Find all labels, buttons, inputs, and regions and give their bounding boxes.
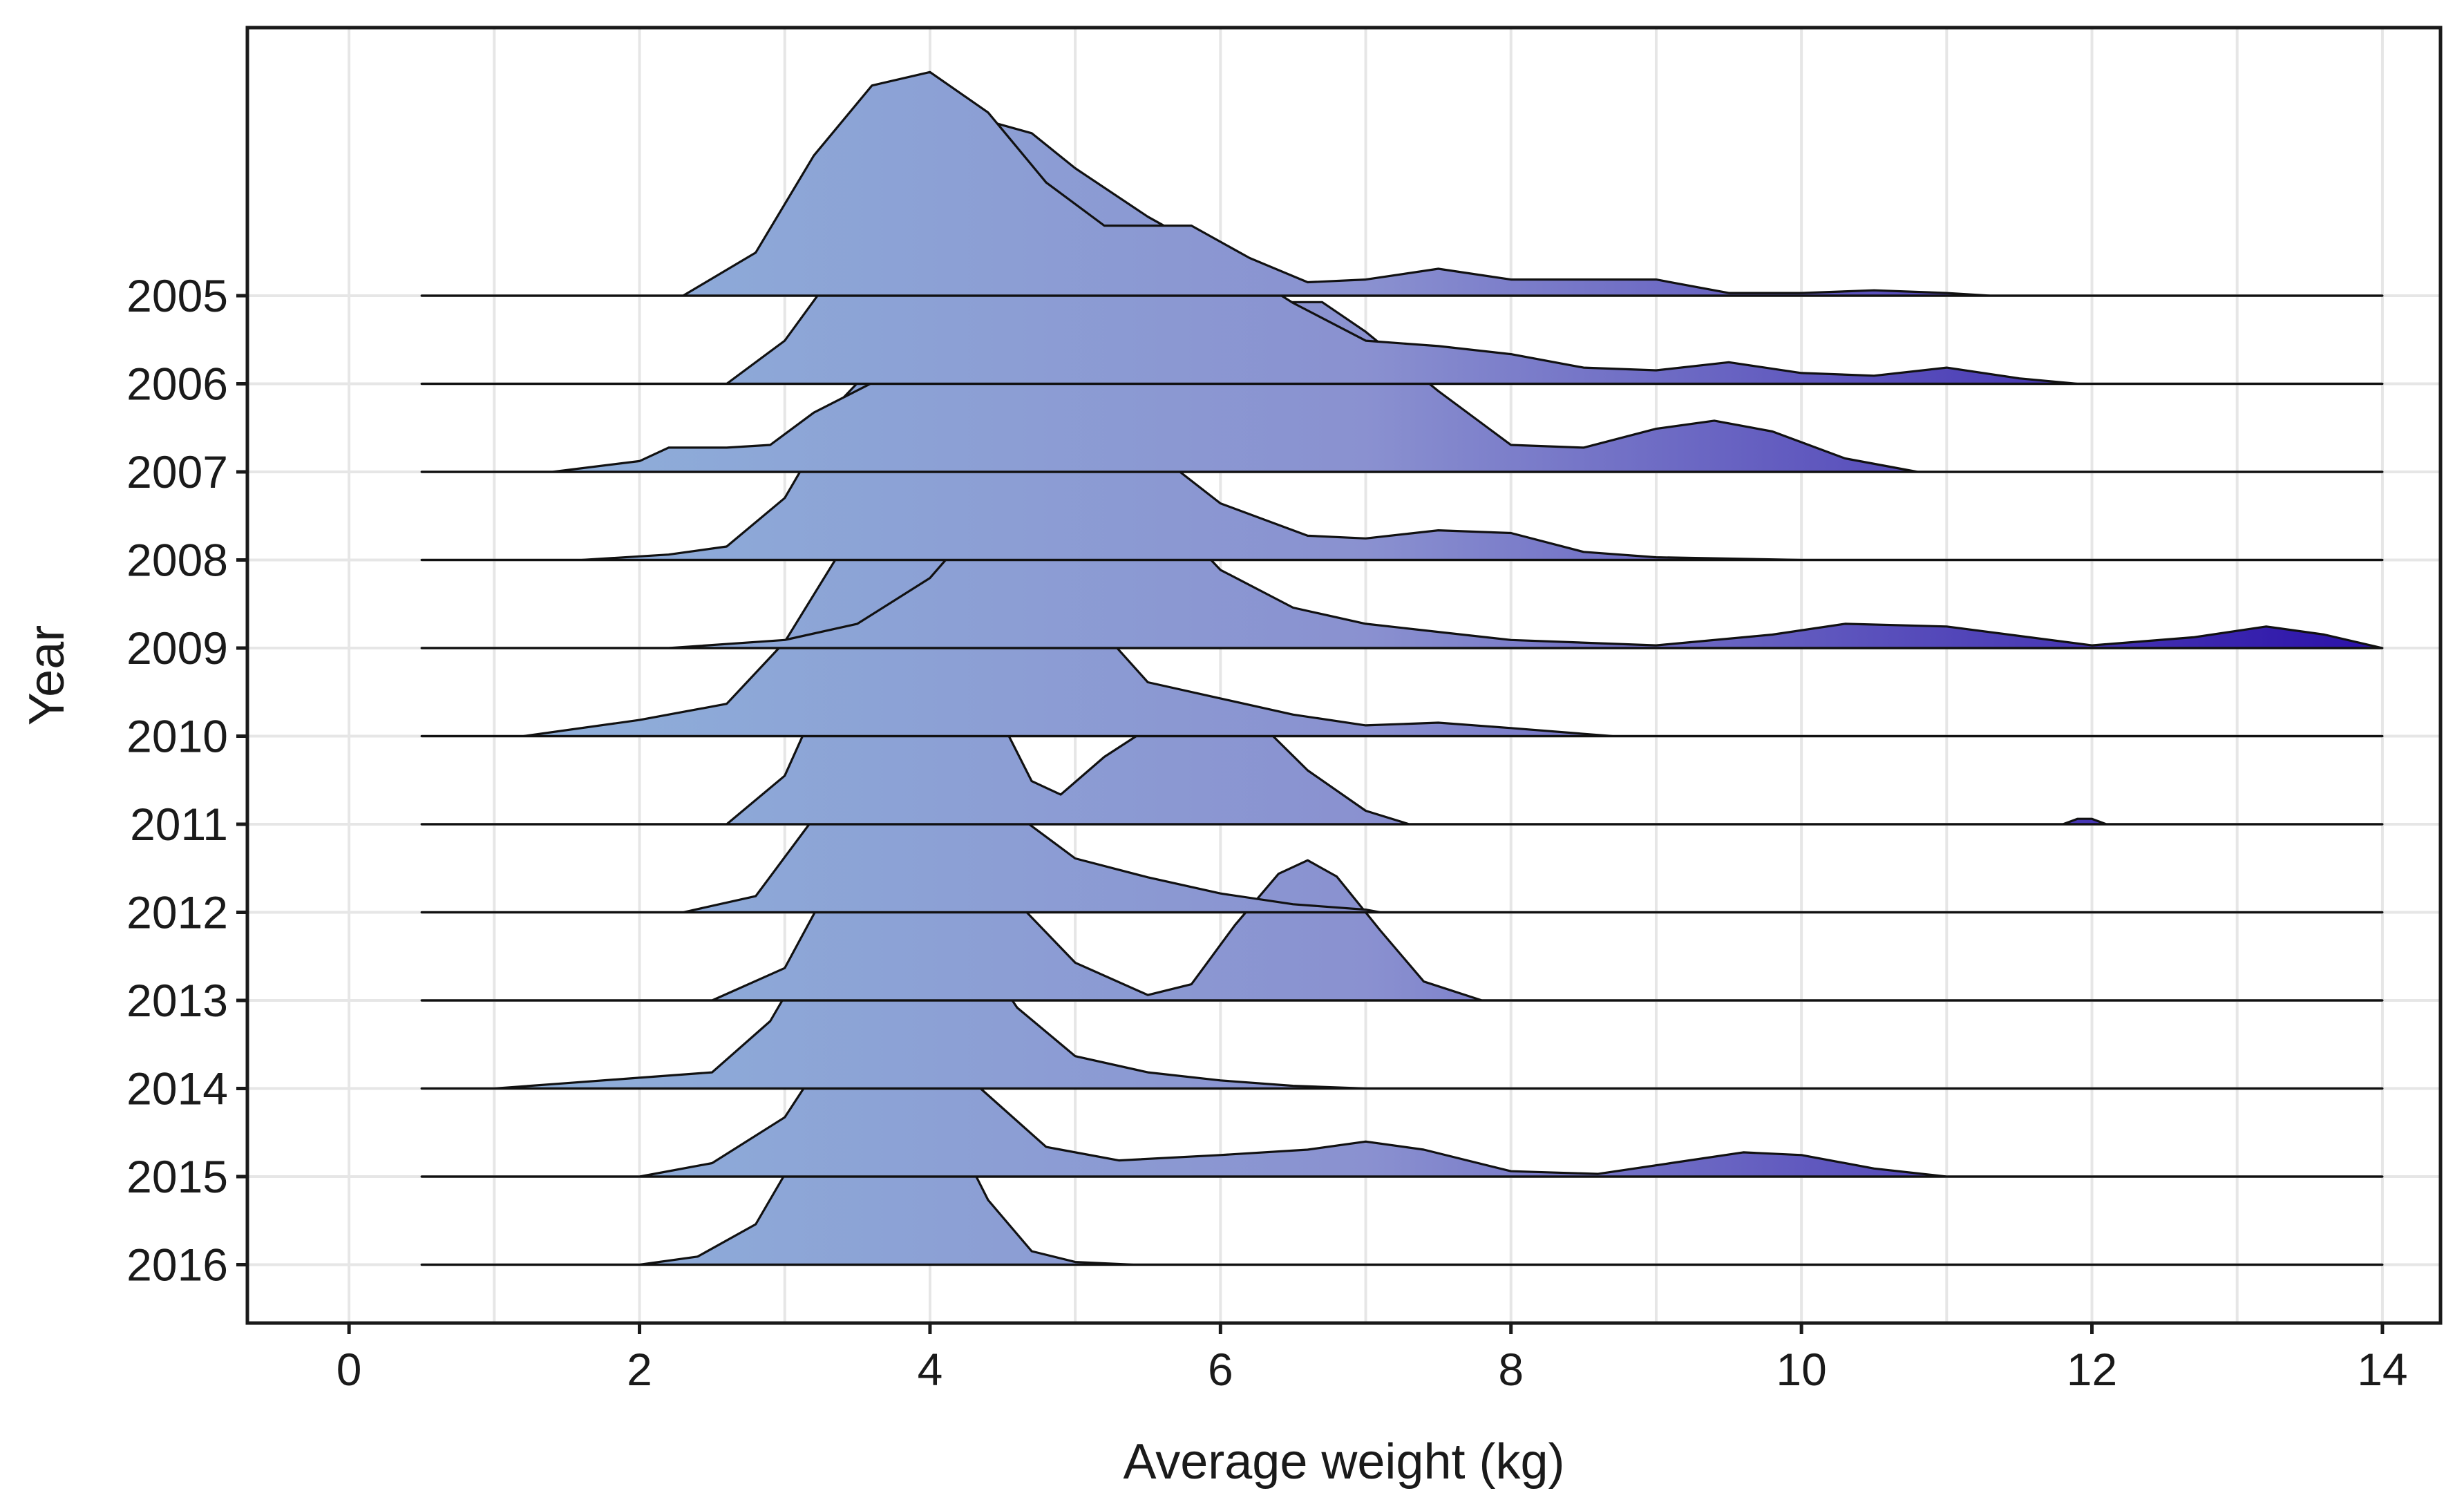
y-axis-title: Year (19, 625, 75, 725)
y-tick-label-2012: 2012 (126, 887, 228, 938)
x-axis-title: Average weight (kg) (1124, 1434, 1565, 1490)
plot-frame (245, 26, 2443, 1325)
y-tick-label-2009: 2009 (126, 622, 228, 674)
y-tick-label-2007: 2007 (126, 446, 228, 497)
ridge-2010 (420, 470, 2384, 738)
x-axis: 0 2 4 6 8 10 12 14 (337, 1323, 2408, 1395)
y-tick-label-2010: 2010 (126, 711, 228, 762)
x-tick-label: 2 (627, 1344, 652, 1395)
x-tick-label: 10 (1776, 1344, 1826, 1395)
x-tick-label: 14 (2357, 1344, 2407, 1395)
y-tick-label-2015: 2015 (126, 1151, 228, 1202)
y-tick-label-2013: 2013 (126, 975, 228, 1026)
y-tick-label-2005: 2005 (126, 270, 228, 321)
x-tick-label: 8 (1498, 1344, 1524, 1395)
ridges (420, 70, 2384, 1266)
ridge-2007 (420, 301, 2384, 473)
y-tick-label-2008: 2008 (126, 535, 228, 586)
ridge-2016 (420, 994, 2384, 1266)
ridge-2006 (420, 115, 2384, 386)
grid (247, 28, 2441, 1323)
y-tick-label-2016: 2016 (126, 1239, 228, 1291)
x-tick-label: 6 (1208, 1344, 1233, 1395)
ridge-2005 (420, 70, 2384, 297)
ridge-2009 (420, 428, 2384, 649)
x-tick-label: 0 (337, 1344, 362, 1395)
y-tick-label-2006: 2006 (126, 359, 228, 410)
y-axis: 2016 2015 2014 2013 2012 2011 2010 2009 2008 2007… (126, 270, 247, 1291)
x-tick-label: 4 (918, 1344, 943, 1395)
x-tick-label: 12 (2067, 1344, 2117, 1395)
ridge-2011 (420, 553, 2384, 826)
ridge-2013 (420, 772, 2384, 1002)
y-tick-label-2014: 2014 (126, 1063, 228, 1114)
y-tick-label-2011: 2011 (130, 799, 228, 850)
